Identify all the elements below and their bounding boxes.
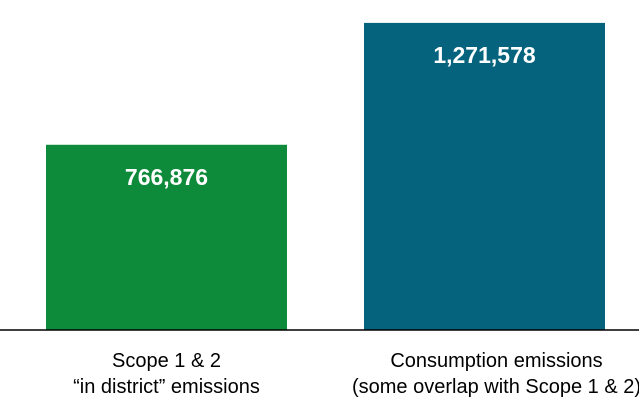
category-label-1-line-1: Scope 1 & 2 (112, 350, 221, 372)
data-label-1: 766,876 (125, 164, 208, 190)
bar-1 (46, 144, 287, 330)
category-label-1-line-2: “in district” emissions (73, 376, 260, 398)
category-label-2-line-2: (some overlap with Scope 1 & 2) (352, 376, 639, 398)
category-label-2-line-1: Consumption emissions (390, 350, 602, 372)
data-label-2: 1,271,578 (433, 42, 536, 68)
bar-2 (364, 22, 605, 330)
